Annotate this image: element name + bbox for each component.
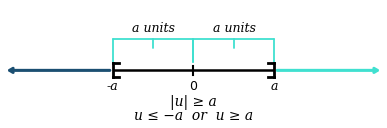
Text: -a: -a: [107, 80, 118, 93]
Text: u ≤ −a  or  u ≥ a: u ≤ −a or u ≥ a: [134, 109, 253, 124]
Text: 0: 0: [190, 80, 197, 93]
Text: a: a: [271, 80, 278, 93]
Text: a units: a units: [212, 22, 255, 35]
Text: a units: a units: [132, 22, 175, 35]
Text: |u| ≥ a: |u| ≥ a: [170, 94, 217, 110]
